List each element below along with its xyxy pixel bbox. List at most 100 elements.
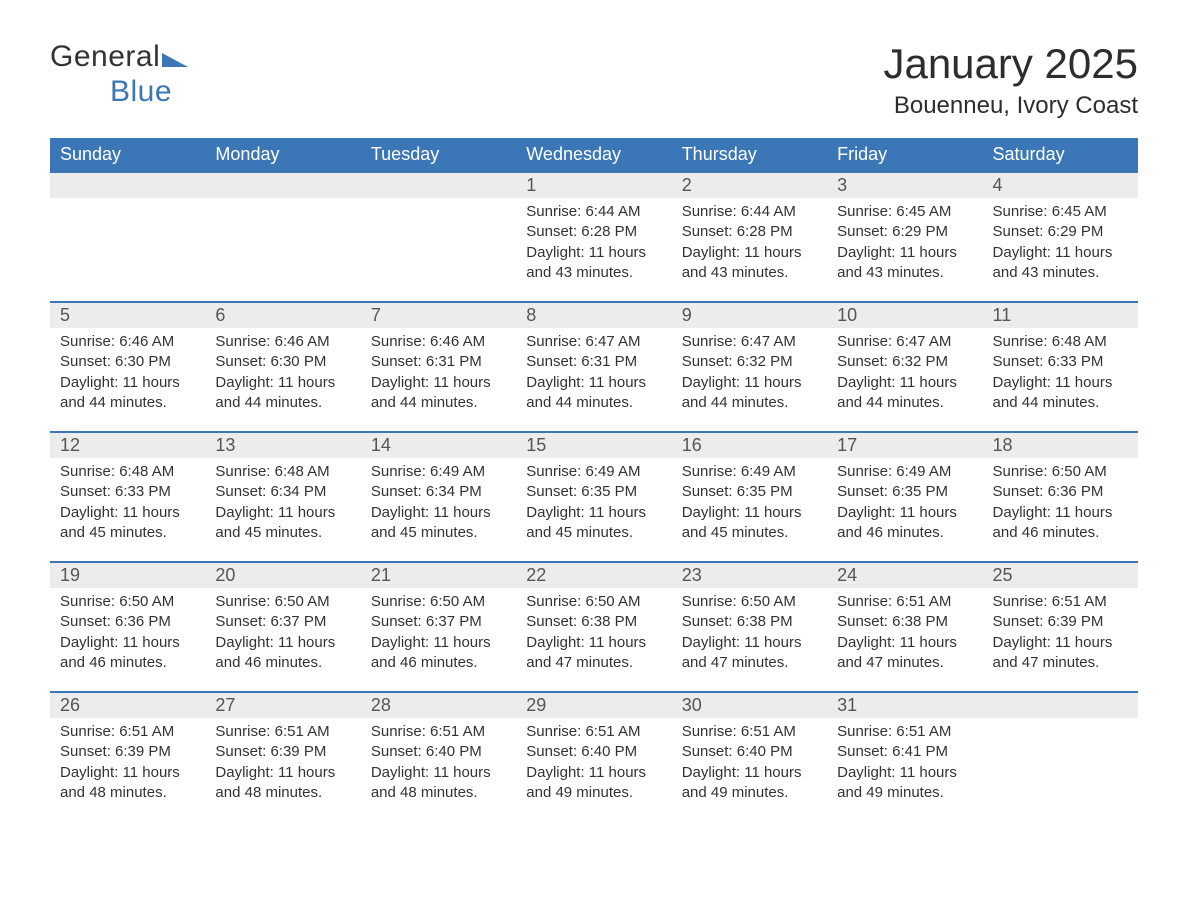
- day-details: Sunrise: 6:51 AMSunset: 6:40 PMDaylight:…: [516, 718, 671, 813]
- day-details: Sunrise: 6:50 AMSunset: 6:36 PMDaylight:…: [50, 588, 205, 683]
- weekday-header: Wednesday: [516, 138, 671, 171]
- sunset-line: Sunset: 6:34 PM: [215, 482, 350, 502]
- calendar-cell: 20Sunrise: 6:50 AMSunset: 6:37 PMDayligh…: [205, 561, 360, 691]
- brand-text: General Blue: [50, 40, 188, 109]
- daylight-line: Daylight: 11 hours and 47 minutes.: [993, 633, 1128, 674]
- calendar-cell: 21Sunrise: 6:50 AMSunset: 6:37 PMDayligh…: [361, 561, 516, 691]
- day-number: 29: [516, 693, 671, 718]
- day-details: Sunrise: 6:49 AMSunset: 6:34 PMDaylight:…: [361, 458, 516, 553]
- sunrise-line: Sunrise: 6:48 AM: [60, 462, 195, 482]
- day-number: 20: [205, 563, 360, 588]
- day-number: 11: [983, 303, 1138, 328]
- sunset-line: Sunset: 6:39 PM: [60, 742, 195, 762]
- day-number: 10: [827, 303, 982, 328]
- calendar-cell: 31 Sunrise: 6:51 AMSunset: 6:41 PMDayligh…: [827, 691, 982, 821]
- sunset-line: Sunset: 6:41 PM: [837, 742, 972, 762]
- calendar-cell: 4Sunrise: 6:45 AMSunset: 6:29 PMDaylight…: [983, 171, 1138, 301]
- calendar-cell: 26Sunrise: 6:51 AMSunset: 6:39 PMDayligh…: [50, 691, 205, 821]
- day-details: [50, 198, 205, 212]
- calendar-cell: 24Sunrise: 6:51 AMSunset: 6:38 PMDayligh…: [827, 561, 982, 691]
- sunset-line: Sunset: 6:35 PM: [682, 482, 817, 502]
- sunset-line: Sunset: 6:35 PM: [837, 482, 972, 502]
- daylight-line: Daylight: 11 hours and 46 minutes.: [60, 633, 195, 674]
- sunrise-line: Sunrise: 6:51 AM: [837, 592, 972, 612]
- day-details: Sunrise: 6:44 AMSunset: 6:28 PMDaylight:…: [672, 198, 827, 293]
- daylight-line: Daylight: 11 hours and 48 minutes.: [215, 763, 350, 804]
- sunrise-line: Sunrise: 6:51 AM: [215, 722, 350, 742]
- sunrise-line: Sunrise: 6:51 AM: [837, 722, 972, 742]
- brand-part1: General: [50, 40, 160, 73]
- sunrise-line: Sunrise: 6:46 AM: [60, 332, 195, 352]
- daylight-line: Daylight: 11 hours and 47 minutes.: [682, 633, 817, 674]
- sunrise-line: Sunrise: 6:51 AM: [682, 722, 817, 742]
- day-details: Sunrise: 6:46 AMSunset: 6:30 PMDaylight:…: [50, 328, 205, 423]
- sunrise-line: Sunrise: 6:44 AM: [526, 202, 661, 222]
- daylight-line: Daylight: 11 hours and 44 minutes.: [60, 373, 195, 414]
- page-header: General Blue January 2025 Bouenneu, Ivor…: [50, 40, 1138, 128]
- day-number: 24: [827, 563, 982, 588]
- brand-logo: General Blue: [50, 40, 188, 109]
- daylight-line: Daylight: 11 hours and 47 minutes.: [837, 633, 972, 674]
- sunrise-line: Sunrise: 6:45 AM: [993, 202, 1128, 222]
- weekday-header: Thursday: [672, 138, 827, 171]
- sunset-line: Sunset: 6:36 PM: [993, 482, 1128, 502]
- sunset-line: Sunset: 6:40 PM: [371, 742, 506, 762]
- sunset-line: Sunset: 6:36 PM: [60, 612, 195, 632]
- sunrise-line: Sunrise: 6:47 AM: [682, 332, 817, 352]
- sunrise-line: Sunrise: 6:50 AM: [371, 592, 506, 612]
- day-number: 31: [827, 693, 982, 718]
- day-number: 26: [50, 693, 205, 718]
- sunrise-line: Sunrise: 6:49 AM: [682, 462, 817, 482]
- day-number: 7: [361, 303, 516, 328]
- daylight-line: Daylight: 11 hours and 43 minutes.: [682, 243, 817, 284]
- sunset-line: Sunset: 6:37 PM: [215, 612, 350, 632]
- calendar-cell: 18Sunrise: 6:50 AMSunset: 6:36 PMDayligh…: [983, 431, 1138, 561]
- day-details: Sunrise: 6:46 AMSunset: 6:30 PMDaylight:…: [205, 328, 360, 423]
- sunrise-line: Sunrise: 6:47 AM: [526, 332, 661, 352]
- day-number: [50, 173, 205, 198]
- sunset-line: Sunset: 6:31 PM: [526, 352, 661, 372]
- day-details: Sunrise: 6:47 AMSunset: 6:31 PMDaylight:…: [516, 328, 671, 423]
- daylight-line: Daylight: 11 hours and 44 minutes.: [837, 373, 972, 414]
- sunset-line: Sunset: 6:28 PM: [682, 222, 817, 242]
- day-number: [205, 173, 360, 198]
- calendar-cell: 10Sunrise: 6:47 AMSunset: 6:32 PMDayligh…: [827, 301, 982, 431]
- day-number: 14: [361, 433, 516, 458]
- sunrise-line: Sunrise: 6:49 AM: [526, 462, 661, 482]
- day-details: Sunrise: 6:45 AMSunset: 6:29 PMDaylight:…: [983, 198, 1138, 293]
- day-number: 30: [672, 693, 827, 718]
- day-details: Sunrise: 6:50 AMSunset: 6:37 PMDaylight:…: [205, 588, 360, 683]
- day-details: Sunrise: 6:45 AMSunset: 6:29 PMDaylight:…: [827, 198, 982, 293]
- calendar-cell: 5Sunrise: 6:46 AMSunset: 6:30 PMDaylight…: [50, 301, 205, 431]
- calendar-header-row: SundayMondayTuesdayWednesdayThursdayFrid…: [50, 138, 1138, 171]
- sunrise-line: Sunrise: 6:51 AM: [993, 592, 1128, 612]
- daylight-line: Daylight: 11 hours and 44 minutes.: [371, 373, 506, 414]
- calendar-cell: 9Sunrise: 6:47 AMSunset: 6:32 PMDaylight…: [672, 301, 827, 431]
- sunrise-line: Sunrise: 6:51 AM: [60, 722, 195, 742]
- sunrise-line: Sunrise: 6:48 AM: [993, 332, 1128, 352]
- sunset-line: Sunset: 6:32 PM: [682, 352, 817, 372]
- daylight-line: Daylight: 11 hours and 48 minutes.: [371, 763, 506, 804]
- calendar-cell: 19Sunrise: 6:50 AMSunset: 6:36 PMDayligh…: [50, 561, 205, 691]
- day-details: Sunrise: 6:50 AMSunset: 6:37 PMDaylight:…: [361, 588, 516, 683]
- calendar-cell: 7Sunrise: 6:46 AMSunset: 6:31 PMDaylight…: [361, 301, 516, 431]
- sunset-line: Sunset: 6:40 PM: [526, 742, 661, 762]
- sunrise-line: Sunrise: 6:50 AM: [526, 592, 661, 612]
- daylight-line: Daylight: 11 hours and 43 minutes.: [993, 243, 1128, 284]
- sunrise-line: Sunrise: 6:51 AM: [526, 722, 661, 742]
- day-details: Sunrise: 6:49 AMSunset: 6:35 PMDaylight:…: [827, 458, 982, 553]
- daylight-line: Daylight: 11 hours and 46 minutes.: [371, 633, 506, 674]
- calendar-cell: 6Sunrise: 6:46 AMSunset: 6:30 PMDaylight…: [205, 301, 360, 431]
- day-number: 15: [516, 433, 671, 458]
- day-number: 1: [516, 173, 671, 198]
- daylight-line: Daylight: 11 hours and 44 minutes.: [215, 373, 350, 414]
- day-details: Sunrise: 6:47 AMSunset: 6:32 PMDaylight:…: [672, 328, 827, 423]
- calendar-cell: [983, 691, 1138, 821]
- sunset-line: Sunset: 6:33 PM: [993, 352, 1128, 372]
- daylight-line: Daylight: 11 hours and 45 minutes.: [215, 503, 350, 544]
- daylight-line: Daylight: 11 hours and 49 minutes.: [837, 763, 972, 804]
- weekday-header: Friday: [827, 138, 982, 171]
- calendar-cell: 15Sunrise: 6:49 AMSunset: 6:35 PMDayligh…: [516, 431, 671, 561]
- day-number: 13: [205, 433, 360, 458]
- daylight-line: Daylight: 11 hours and 46 minutes.: [993, 503, 1128, 544]
